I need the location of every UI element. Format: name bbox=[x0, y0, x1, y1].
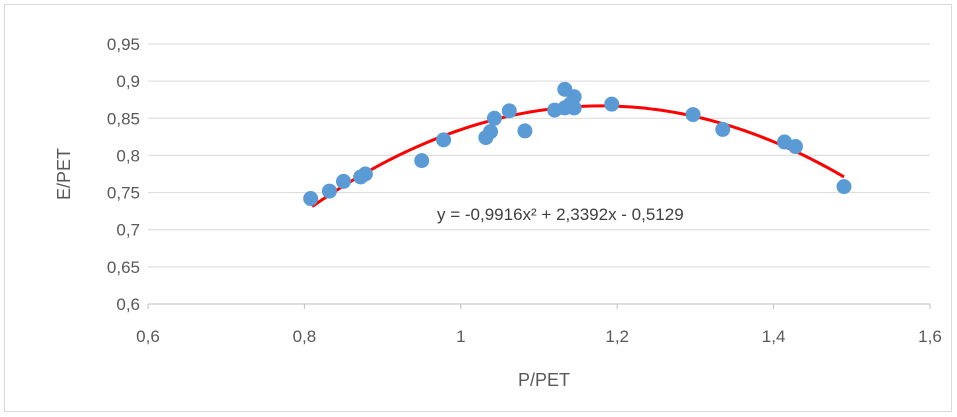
x-tick-labels: 0,6 0,8 1 1,2 1,4 1,6 bbox=[136, 327, 942, 346]
y-tick-label: 0,65 bbox=[107, 258, 140, 277]
x-tick-label: 1,6 bbox=[918, 327, 942, 346]
data-point bbox=[517, 123, 533, 139]
data-point bbox=[486, 110, 502, 126]
data-point bbox=[336, 173, 351, 189]
x-tick-label: 1,4 bbox=[762, 327, 786, 346]
y-axis-title: E/PET bbox=[54, 148, 74, 200]
y-tick-label: 0,9 bbox=[116, 72, 140, 91]
y-tick-label: 0,75 bbox=[107, 184, 140, 203]
y-tick-label: 0,7 bbox=[116, 221, 140, 240]
data-points bbox=[303, 81, 852, 207]
trendline bbox=[311, 104, 845, 208]
data-point bbox=[787, 139, 803, 155]
x-tick-label: 0,6 bbox=[136, 327, 160, 346]
data-point bbox=[357, 166, 373, 182]
chart-frame bbox=[4, 4, 952, 412]
data-point bbox=[566, 89, 582, 105]
y-tick-label: 0,95 bbox=[107, 35, 140, 54]
data-point bbox=[436, 132, 452, 148]
data-point bbox=[836, 179, 852, 195]
data-point bbox=[685, 107, 701, 123]
x-tick-label: 1,2 bbox=[605, 327, 629, 346]
data-point bbox=[303, 191, 319, 207]
x-tick-label: 1 bbox=[456, 327, 465, 346]
data-point bbox=[321, 183, 337, 199]
data-point bbox=[414, 153, 430, 169]
y-tick-label: 0,85 bbox=[107, 109, 140, 128]
gridlines bbox=[147, 43, 931, 309]
x-axis-title: P/PET bbox=[518, 370, 570, 390]
data-point bbox=[715, 121, 731, 137]
trendline-equation: y = -0,9916x² + 2,3392x - 0,5129 bbox=[437, 205, 684, 224]
y-tick-labels: 0,6 0,65 0,7 0,75 0,8 0,85 0,9 0,95 bbox=[107, 35, 140, 314]
data-point bbox=[566, 100, 582, 116]
y-tick-label: 0,6 bbox=[116, 295, 140, 314]
x-tick-label: 0,8 bbox=[293, 327, 317, 346]
data-point bbox=[604, 96, 620, 112]
y-tick-label: 0,8 bbox=[116, 146, 140, 165]
data-point bbox=[501, 103, 517, 119]
data-point bbox=[483, 124, 499, 140]
